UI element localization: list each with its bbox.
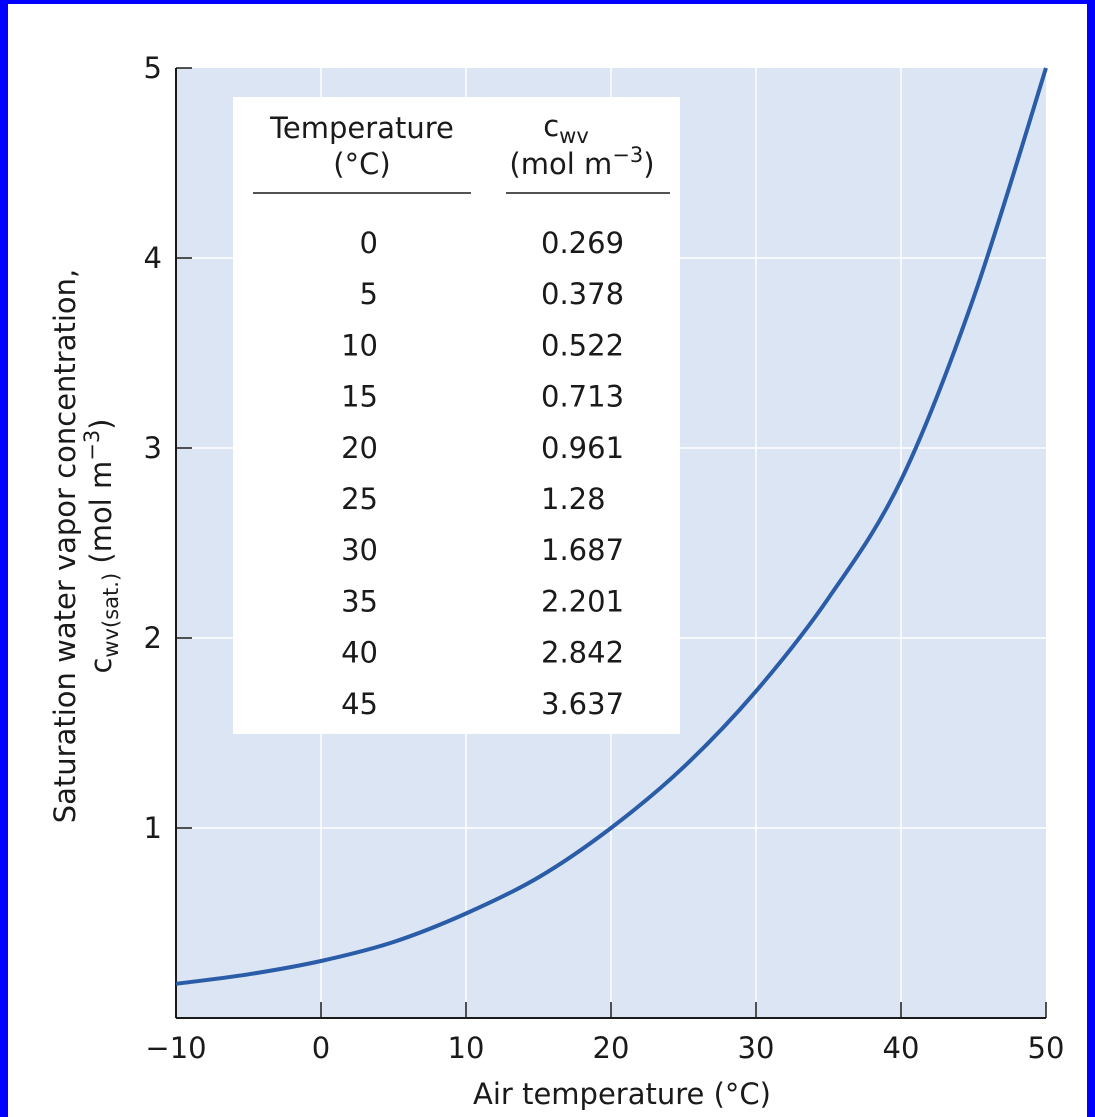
table-header-cwv-sub: wv xyxy=(559,124,589,148)
y-axis-title-end: ) xyxy=(84,418,118,429)
y-axis-ticks: 1 2 3 4 5 xyxy=(144,51,192,845)
y-axis-title: Saturation water vapor concentration, cw… xyxy=(48,269,123,824)
y-axis-title-var: c xyxy=(84,658,118,674)
x-tick-label: 0 xyxy=(312,1031,330,1065)
table-cell-temperature: 35 xyxy=(341,584,378,618)
table-cell-cwv: 2.842 xyxy=(541,636,624,670)
y-axis-title-line1: Saturation water vapor concentration, xyxy=(48,269,82,824)
table-cell-temperature: 45 xyxy=(341,687,378,721)
table-header-cwv-unit-sup: −3 xyxy=(612,143,643,167)
y-axis-title-superscript: −3 xyxy=(80,430,104,461)
table-cell-temperature: 40 xyxy=(341,636,378,670)
table-cell-cwv: 0.713 xyxy=(541,380,624,414)
table-header-cwv: cwv xyxy=(543,109,589,148)
inset-table-background xyxy=(233,97,680,734)
table-cell-cwv: 1.28 xyxy=(541,482,606,516)
table-header-temperature-unit: (°C) xyxy=(333,147,390,181)
table-cell-cwv: 3.637 xyxy=(541,687,624,721)
table-cell-cwv: 1.687 xyxy=(541,533,624,567)
x-tick-label: 20 xyxy=(593,1031,630,1065)
y-tick-label: 1 xyxy=(144,811,162,845)
table-cell-temperature: 5 xyxy=(360,277,378,311)
inset-table: Temperature (°C) cwv (mol m−3) 0 0.269 5 0.… xyxy=(233,97,680,734)
y-tick-label: 5 xyxy=(144,51,162,85)
y-axis-title-subscript: wv(sat.) xyxy=(99,573,123,658)
table-header-cwv-unit-text: (mol m xyxy=(509,147,612,181)
table-rows: 0 0.269 5 0.378 10 0.522 15 0.713 20 0.961 25 1.28 3… xyxy=(341,226,624,721)
y-axis-title-unit: (mol m xyxy=(84,461,118,573)
table-cell-temperature: 0 xyxy=(360,226,378,260)
y-tick-label: 4 xyxy=(144,241,162,275)
table-cell-cwv: 0.961 xyxy=(541,431,624,465)
x-axis-ticks: −10 0 10 20 30 40 50 xyxy=(145,1002,1064,1065)
x-axis-title: Air temperature (°C) xyxy=(473,1077,771,1111)
table-cell-temperature: 10 xyxy=(341,328,378,362)
table-cell-temperature: 20 xyxy=(341,431,378,465)
table-cell-cwv: 0.522 xyxy=(541,328,624,362)
x-tick-label: 30 xyxy=(738,1031,775,1065)
table-cell-cwv: 2.201 xyxy=(541,584,624,618)
table-header-temperature: Temperature xyxy=(269,111,454,145)
table-header-cwv-unit: (mol m−3) xyxy=(509,143,654,181)
table-header-cwv-unit-end: ) xyxy=(643,147,654,181)
series-line xyxy=(175,67,1048,986)
table-cell-temperature: 30 xyxy=(341,533,378,567)
y-axis-title-line2: cwv(sat.) (mol m−3) xyxy=(80,418,123,673)
table-cell-temperature: 15 xyxy=(341,380,378,414)
x-tick-label: −10 xyxy=(145,1031,206,1065)
table-cell-cwv: 0.378 xyxy=(541,277,624,311)
y-tick-label: 2 xyxy=(144,621,162,655)
table-cell-cwv: 0.269 xyxy=(541,226,624,260)
y-tick-label: 3 xyxy=(144,431,162,465)
x-tick-label: 50 xyxy=(1028,1031,1065,1065)
table-header-cwv-var: c xyxy=(543,109,559,143)
x-tick-label: 40 xyxy=(883,1031,920,1065)
table-cell-temperature: 25 xyxy=(341,482,378,516)
x-tick-label: 10 xyxy=(448,1031,485,1065)
